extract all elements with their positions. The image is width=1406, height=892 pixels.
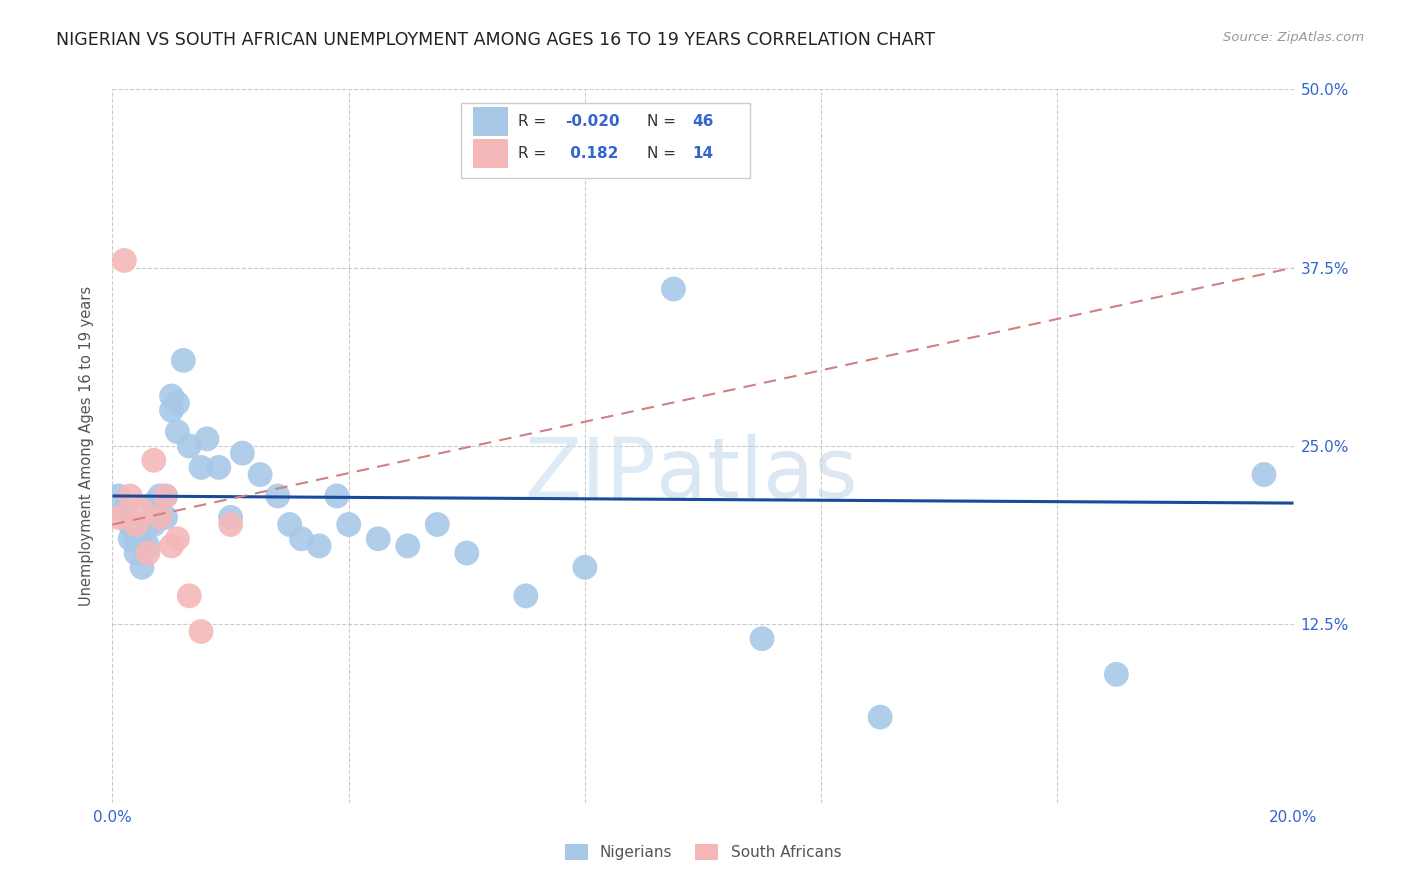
- Point: [112, 253, 135, 268]
- Text: 46: 46: [692, 114, 714, 128]
- Text: N =: N =: [648, 114, 682, 128]
- Point: [107, 510, 129, 524]
- Point: [456, 546, 478, 560]
- Point: [1105, 667, 1128, 681]
- Point: [219, 510, 242, 524]
- Text: 0.182: 0.182: [565, 146, 619, 161]
- Point: [160, 539, 183, 553]
- Point: [125, 532, 148, 546]
- Point: [179, 439, 201, 453]
- Point: [107, 489, 129, 503]
- Legend: Nigerians, South Africans: Nigerians, South Africans: [558, 838, 848, 866]
- Point: [160, 389, 183, 403]
- Point: [249, 467, 271, 482]
- FancyBboxPatch shape: [472, 107, 508, 136]
- Point: [120, 489, 142, 503]
- Point: [195, 432, 218, 446]
- Point: [112, 503, 135, 517]
- Point: [136, 539, 159, 553]
- Point: [426, 517, 449, 532]
- Text: N =: N =: [648, 146, 682, 161]
- Text: R =: R =: [517, 114, 551, 128]
- Point: [208, 460, 231, 475]
- Point: [515, 589, 537, 603]
- Point: [1253, 467, 1275, 482]
- Point: [869, 710, 891, 724]
- Point: [231, 446, 253, 460]
- Point: [326, 489, 349, 503]
- Text: R =: R =: [517, 146, 551, 161]
- Point: [290, 532, 312, 546]
- Point: [574, 560, 596, 574]
- Point: [149, 489, 172, 503]
- Point: [166, 532, 188, 546]
- FancyBboxPatch shape: [472, 139, 508, 168]
- Point: [142, 496, 165, 510]
- Point: [149, 510, 172, 524]
- Point: [219, 517, 242, 532]
- Text: Source: ZipAtlas.com: Source: ZipAtlas.com: [1223, 31, 1364, 45]
- Point: [155, 510, 177, 524]
- Point: [142, 517, 165, 532]
- Point: [662, 282, 685, 296]
- Y-axis label: Unemployment Among Ages 16 to 19 years: Unemployment Among Ages 16 to 19 years: [79, 286, 94, 606]
- Point: [337, 517, 360, 532]
- Point: [190, 624, 212, 639]
- Point: [155, 489, 177, 503]
- Point: [308, 539, 330, 553]
- Point: [131, 503, 153, 517]
- Point: [131, 539, 153, 553]
- Point: [172, 353, 194, 368]
- Text: NIGERIAN VS SOUTH AFRICAN UNEMPLOYMENT AMONG AGES 16 TO 19 YEARS CORRELATION CHA: NIGERIAN VS SOUTH AFRICAN UNEMPLOYMENT A…: [56, 31, 935, 49]
- Point: [160, 403, 183, 417]
- Point: [120, 532, 142, 546]
- Point: [278, 517, 301, 532]
- Point: [190, 460, 212, 475]
- Point: [396, 539, 419, 553]
- Point: [136, 517, 159, 532]
- Point: [142, 453, 165, 467]
- Point: [120, 517, 142, 532]
- Point: [751, 632, 773, 646]
- Point: [267, 489, 290, 503]
- FancyBboxPatch shape: [461, 103, 751, 178]
- Point: [179, 589, 201, 603]
- Point: [131, 517, 153, 532]
- Point: [155, 489, 177, 503]
- Text: -0.020: -0.020: [565, 114, 620, 128]
- Text: ZIP: ZIP: [524, 434, 655, 515]
- Point: [125, 517, 148, 532]
- Point: [166, 396, 188, 410]
- Point: [367, 532, 389, 546]
- Point: [131, 560, 153, 574]
- Point: [125, 546, 148, 560]
- Point: [136, 546, 159, 560]
- Point: [166, 425, 188, 439]
- Point: [149, 510, 172, 524]
- Text: 14: 14: [692, 146, 713, 161]
- Text: atlas: atlas: [655, 434, 858, 515]
